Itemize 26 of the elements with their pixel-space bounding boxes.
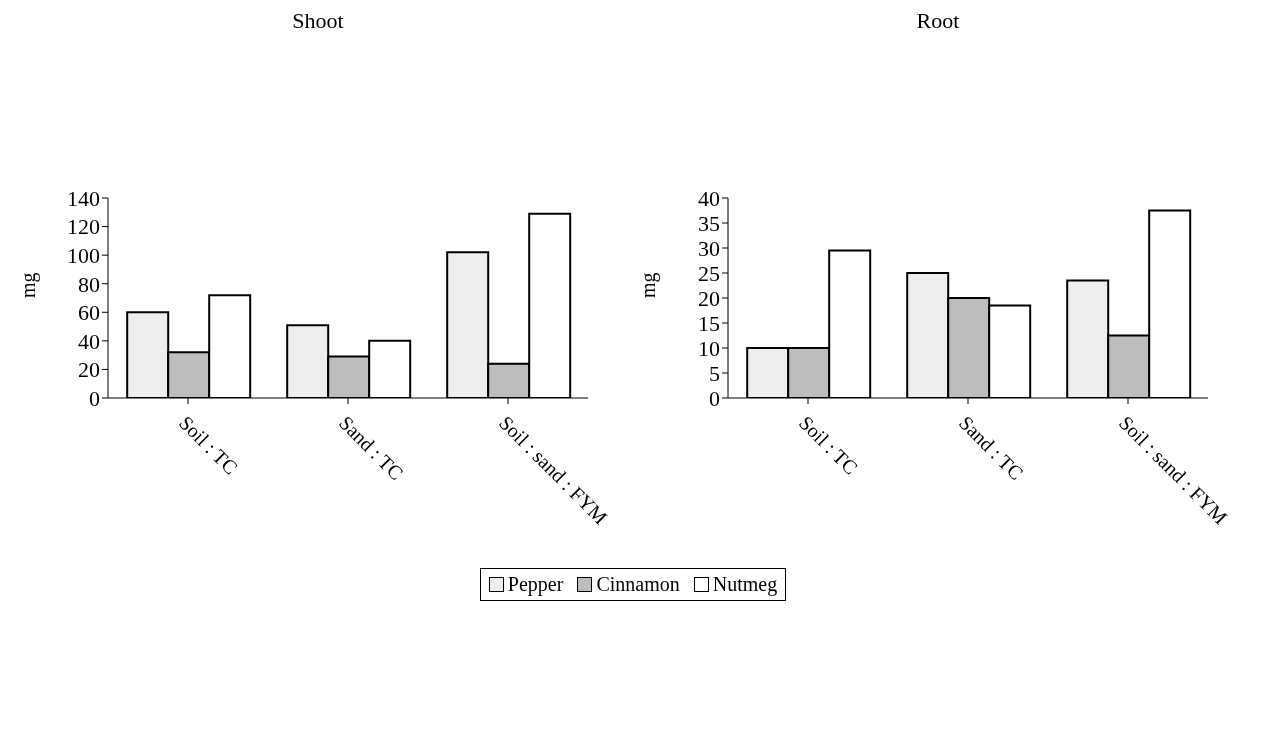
y-tick-label: 20 <box>78 357 100 383</box>
y-axis-title: mg <box>637 272 661 298</box>
y-tick-label: 10 <box>698 335 720 361</box>
y-tick-label: 20 <box>698 285 720 311</box>
y-tick-label: 35 <box>698 210 720 236</box>
y-tick-label: 100 <box>67 242 100 268</box>
legend-label: Nutmeg <box>711 573 778 596</box>
x-tick-label: Soil : TC <box>794 411 863 479</box>
y-tick-label: 140 <box>67 185 100 211</box>
y-tick-label: 0 <box>709 385 720 411</box>
y-tick-label: 80 <box>78 271 100 297</box>
legend-label: Cinnamon <box>595 573 680 596</box>
y-tick-label: 120 <box>67 214 100 240</box>
legend-label: Pepper <box>506 573 564 596</box>
y-axis-title: mg <box>17 272 41 298</box>
y-tick-label: 0 <box>89 385 100 411</box>
x-tick-label: Soil : TC <box>174 411 243 479</box>
y-tick-label: 15 <box>698 310 720 336</box>
chart-title: Shoot <box>291 8 345 35</box>
y-tick-label: 25 <box>698 260 720 286</box>
y-tick-label: 40 <box>78 328 100 354</box>
y-tick-label: 60 <box>78 300 100 326</box>
y-tick-label: 40 <box>698 185 720 211</box>
chart-title: Root <box>915 8 961 35</box>
y-tick-label: 5 <box>709 360 720 386</box>
y-tick-label: 30 <box>698 235 720 261</box>
